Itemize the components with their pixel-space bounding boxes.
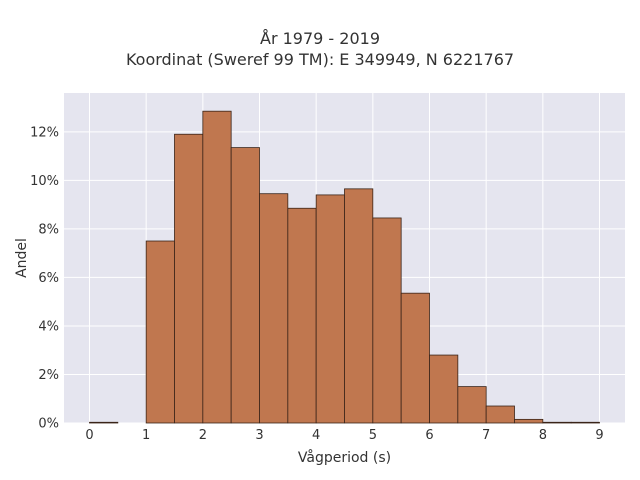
histogram-bar <box>514 418 544 424</box>
y-tick-label: 2% <box>38 368 59 383</box>
histogram-bar <box>542 421 572 424</box>
x-axis-label: Vågperiod (s) <box>298 449 391 466</box>
histogram-bar <box>287 207 317 424</box>
x-tick-label: 5 <box>369 428 377 443</box>
histogram-bar <box>315 194 345 424</box>
y-tick-label: 12% <box>30 125 59 140</box>
histogram-bar <box>89 421 119 424</box>
y-axis-label: Andel <box>14 238 30 278</box>
x-tick-label: 9 <box>595 428 603 443</box>
histogram-bar <box>202 110 232 424</box>
histogram-bar <box>230 147 260 424</box>
histogram-bars <box>89 110 600 424</box>
x-tick-label: 8 <box>539 428 547 443</box>
histogram-bar <box>344 188 374 424</box>
histogram-bar <box>400 292 430 424</box>
x-tick-label: 4 <box>312 428 320 443</box>
histogram-bar <box>485 405 515 424</box>
y-tick-label: 6% <box>38 271 59 286</box>
histogram-bar <box>429 354 459 424</box>
y-tick-label: 0% <box>38 417 59 432</box>
x-axis-ticks: 0 1 2 3 4 5 6 7 8 9 <box>85 428 603 443</box>
y-tick-label: 10% <box>30 174 59 189</box>
histogram-bar <box>145 240 175 424</box>
chart-title-line-2: Koordinat (Sweref 99 TM): E 349949, N 62… <box>125 50 515 69</box>
x-tick-label: 3 <box>255 428 263 443</box>
x-tick-label: 1 <box>142 428 150 443</box>
y-tick-label: 8% <box>38 222 59 237</box>
x-tick-label: 7 <box>482 428 490 443</box>
histogram-bar <box>457 386 487 424</box>
histogram-bar <box>570 421 600 424</box>
chart-title-line-1: År 1979 - 2019 <box>260 29 380 48</box>
x-tick-label: 2 <box>199 428 207 443</box>
x-tick-label: 0 <box>85 428 93 443</box>
histogram-bar <box>259 193 289 424</box>
y-axis-ticks: 0% 2% 4% 6% 8% 10% 12% <box>30 125 59 431</box>
x-tick-label: 6 <box>425 428 433 443</box>
histogram-bar <box>174 133 204 424</box>
y-tick-label: 4% <box>38 319 59 334</box>
histogram-bar <box>372 217 402 424</box>
